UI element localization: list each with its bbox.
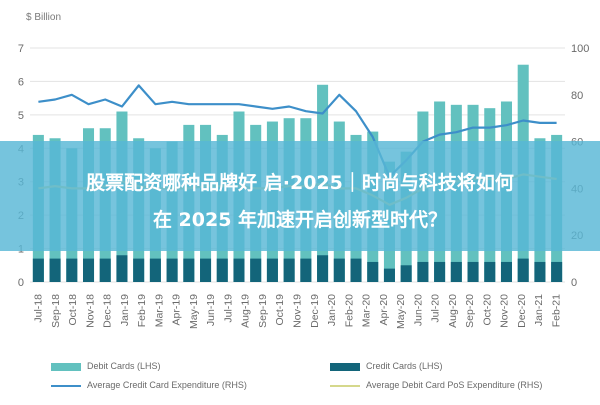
credit-card-bar [82,258,95,282]
credit-card-bar [450,261,462,282]
credit-card-bar [250,258,262,282]
y-right-tick-label: 0 [571,277,577,289]
x-tick-label: Sep-18 [50,294,62,328]
credit-card-bar [216,258,228,282]
x-tick-label: Nov-19 [292,294,304,328]
x-tick-label: Aug-20 [447,294,459,328]
y-left-tick-label: 7 [18,43,24,55]
legend-swatch-avg-credit [51,385,81,387]
credit-card-bar [166,258,178,282]
credit-card-bar [350,258,362,282]
x-tick-label: Jun-20 [412,294,424,326]
legend-swatch-credit [330,363,360,371]
credit-card-bar [317,255,329,282]
credit-card-bar [300,258,312,282]
credit-card-bar [517,258,529,282]
credit-card-bar [149,258,161,282]
credit-card-bar [49,258,61,282]
legend-label-debit: Debit Cards (LHS) [87,361,161,371]
y-left-tick-label: 5 [18,110,24,122]
x-tick-label: Mar-20 [361,294,373,327]
x-axis: Jul-18 Sep-18 Oct-18 Nov-18 Dec-18 Jan-19 Feb-… [33,294,563,329]
y-left-tick-label: 0 [18,277,24,289]
avg-credit-expenditure-line [38,84,557,178]
credit-card-bar [133,258,145,282]
credit-card-bar [500,261,513,282]
credit-card-bar [200,258,212,282]
y-right-tick-label: 80 [571,90,583,102]
x-tick-label: Aug-19 [240,294,252,328]
credit-card-bar [434,261,446,282]
x-tick-label: Feb-20 [343,294,355,327]
x-tick-label: Feb-19 [136,294,148,327]
x-tick-label: Oct-18 [67,294,79,326]
x-tick-label: Jun-19 [205,294,217,326]
credit-card-bar [467,261,479,282]
credit-card-bar [266,258,278,282]
credit-card-bar [551,261,563,282]
legend-swatch-avg-debit [330,385,360,387]
x-tick-label: Dec-20 [516,294,528,328]
y-left-unit-label: $ Billion [26,12,61,23]
x-tick-label: Dec-18 [102,294,114,328]
x-tick-label: Sep-19 [257,294,269,328]
x-tick-label: Sep-20 [464,294,476,328]
x-tick-label: May-19 [188,294,200,329]
credit-card-bar [367,261,379,282]
y-left-tick-label: 6 [18,76,24,88]
credit-card-bar [233,258,245,282]
overlay-banner [0,141,600,251]
x-tick-label: Oct-20 [481,294,493,326]
x-tick-label: Jul-18 [33,294,45,323]
credit-card-bar [400,265,412,282]
credit-card-bar [183,258,195,282]
x-tick-label: Nov-20 [499,294,511,328]
legend-label-avg-credit: Average Credit Card Expenditure (RHS) [87,380,247,390]
credit-card-bar [99,258,111,282]
credit-card-bar [283,258,295,282]
x-tick-label: Nov-18 [84,294,96,328]
credit-card-bar [383,268,395,282]
legend-label-avg-debit: Average Debit Card PoS Expenditure (RHS) [366,380,543,390]
x-tick-label: May-20 [395,294,407,329]
x-tick-label: Apr-19 [171,294,183,326]
x-tick-label: Dec-19 [309,294,321,328]
overlay-text-line-1: 股票配资哪种品牌好 启·2025｜时尚与科技将如何 [86,172,514,194]
credit-card-bar [333,258,345,282]
credit-card-bar [417,261,429,282]
credit-card-bar [484,261,496,282]
overlay-text-line-2: 在 2025 年加速开启创新型时代？ [152,209,448,231]
credit-card-bar [534,261,546,282]
credit-card-bar [116,255,128,282]
legend-label-credit: Credit Cards (LHS) [366,361,443,371]
x-tick-label: Mar-19 [153,294,165,327]
x-tick-label: Jul-19 [222,294,234,323]
credit-card-bar [66,258,78,282]
x-tick-label: Feb-21 [550,294,562,327]
x-tick-label: Jan-19 [119,294,131,326]
x-tick-label: Jan-20 [326,294,338,326]
legend-swatch-debit [51,363,81,371]
x-tick-label: Jan-21 [533,294,545,326]
x-tick-label: Jul-20 [430,294,442,323]
x-tick-label: Apr-20 [378,294,390,326]
x-tick-label: Oct-19 [274,294,286,326]
y-right-tick-label: 100 [571,43,589,55]
credit-card-bar [32,258,44,282]
